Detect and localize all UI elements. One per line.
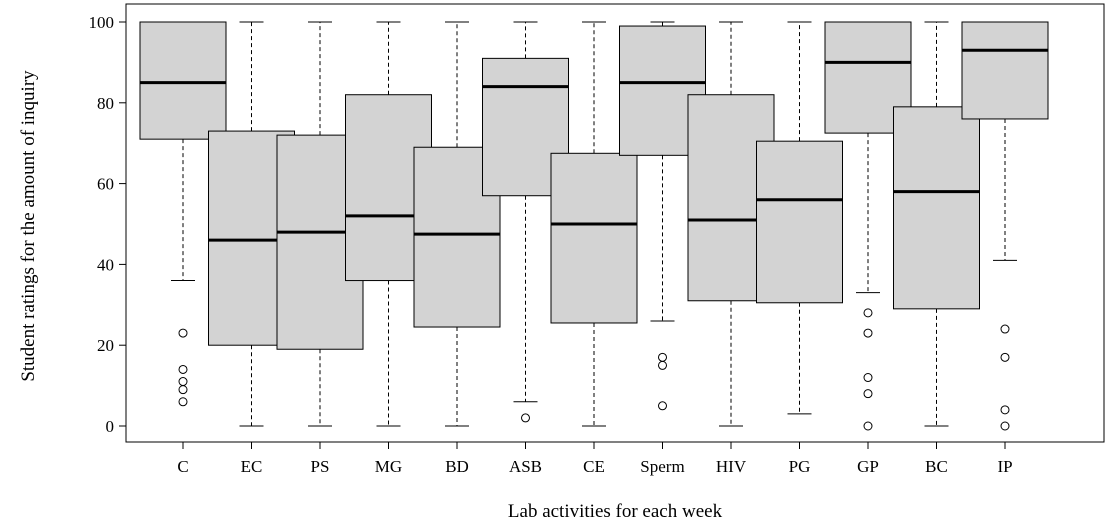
x-tick-label: Sperm bbox=[640, 457, 684, 476]
outlier-point bbox=[1000, 352, 1010, 362]
x-tick-label: BC bbox=[925, 457, 948, 476]
box-bc bbox=[893, 21, 980, 427]
y-tick-label: 60 bbox=[97, 175, 114, 194]
axes: 0 20 40 60 80 100 C EC PS MG BD ASB CE Sperm HIV PG GP B… bbox=[89, 3, 1105, 476]
x-axis: C EC PS MG BD ASB CE Sperm HIV PG GP BC IP bbox=[177, 442, 1013, 476]
outlier-point bbox=[863, 421, 873, 431]
x-tick-label: GP bbox=[857, 457, 879, 476]
y-tick-label: 20 bbox=[97, 336, 114, 355]
box-pg bbox=[756, 21, 843, 415]
y-tick-label: 100 bbox=[89, 13, 115, 32]
outlier-point bbox=[178, 397, 188, 407]
y-tick-label: 80 bbox=[97, 94, 114, 113]
x-tick-label: MG bbox=[375, 457, 402, 476]
x-tick-label: PS bbox=[311, 457, 330, 476]
outlier-point bbox=[863, 373, 873, 383]
outlier-point bbox=[863, 308, 873, 318]
iqr-box bbox=[961, 21, 1049, 120]
x-tick-label: PG bbox=[789, 457, 811, 476]
iqr-box bbox=[756, 140, 843, 304]
box-sperm bbox=[619, 21, 706, 411]
box-c bbox=[139, 21, 227, 407]
y-tick-label: 40 bbox=[97, 255, 114, 274]
x-tick-label: BD bbox=[445, 457, 469, 476]
iqr-box bbox=[550, 152, 638, 324]
outlier-point bbox=[1000, 324, 1010, 334]
outlier-point bbox=[658, 352, 667, 362]
outlier-point bbox=[658, 360, 667, 370]
y-axis-title: Student ratings for the amount of inquir… bbox=[18, 70, 39, 382]
y-tick-label: 0 bbox=[106, 417, 115, 436]
outlier-point bbox=[178, 377, 188, 387]
box-ce bbox=[550, 21, 638, 427]
iqr-box bbox=[893, 106, 980, 310]
x-tick-label: ASB bbox=[509, 457, 542, 476]
y-axis: 0 20 40 60 80 100 bbox=[89, 13, 126, 436]
outlier-point bbox=[178, 328, 188, 338]
plot-frame bbox=[125, 3, 1105, 443]
outlier-point bbox=[178, 364, 188, 374]
outlier-point bbox=[1000, 421, 1010, 431]
x-axis-title: Lab activities for each week bbox=[508, 501, 723, 522]
x-tick-label: CE bbox=[583, 457, 605, 476]
outlier-point bbox=[863, 389, 873, 399]
outlier-point bbox=[863, 328, 873, 338]
outlier-point bbox=[1000, 405, 1010, 415]
boxes bbox=[139, 21, 1049, 431]
box-ip bbox=[961, 21, 1049, 431]
x-tick-label: HIV bbox=[716, 457, 747, 476]
x-tick-label: C bbox=[177, 457, 188, 476]
iqr-box bbox=[139, 21, 227, 140]
outlier-point bbox=[521, 413, 530, 423]
outlier-point bbox=[658, 401, 667, 411]
outlier-point bbox=[178, 385, 188, 395]
x-tick-label: IP bbox=[997, 457, 1012, 476]
x-tick-label: EC bbox=[241, 457, 263, 476]
